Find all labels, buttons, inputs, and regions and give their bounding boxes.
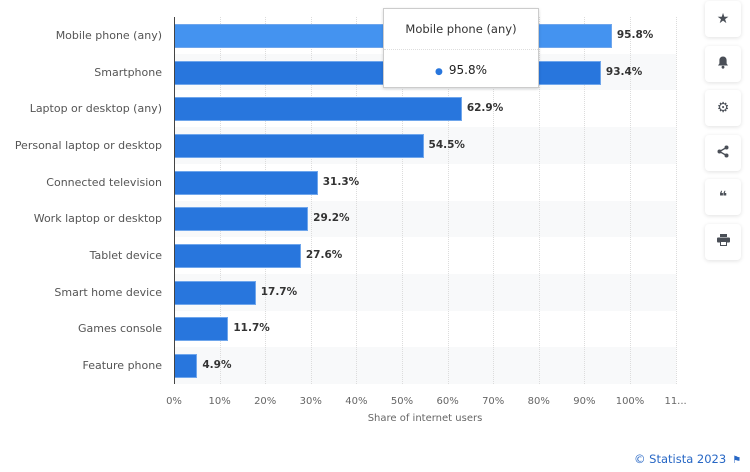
category-label: Smartphone (94, 65, 162, 79)
bar-value-label: 29.2% (313, 212, 350, 225)
bar-value-label: 62.9% (466, 102, 504, 115)
row-band (174, 273, 676, 311)
category-label: Work laptop or desktop (33, 212, 162, 226)
gridline (356, 17, 358, 384)
bell-icon (717, 56, 729, 73)
favorite-button[interactable]: ★ (705, 1, 741, 37)
bar-value-label: 17.7% (260, 285, 298, 298)
x-tick-label: 80% (527, 396, 550, 407)
bar-value-label: 11.7% (233, 322, 270, 335)
share-button[interactable] (705, 135, 741, 171)
bar[interactable] (175, 244, 301, 269)
bar[interactable] (175, 97, 462, 122)
x-tick-label: 70% (482, 396, 505, 407)
category-label: Tablet device (89, 249, 162, 263)
bar[interactable] (175, 170, 318, 195)
gridline (447, 17, 449, 384)
gridline (584, 17, 586, 384)
x-tick-label: 50% (390, 396, 414, 407)
tooltip-value-row: ● 95.8% (384, 50, 538, 92)
gridline (538, 17, 540, 384)
gridline (310, 17, 312, 384)
print-button[interactable] (705, 224, 741, 260)
y-axis-line (174, 17, 175, 384)
gridline (675, 17, 677, 384)
gear-icon: ⚙ (716, 100, 730, 116)
chart-tooltip: Mobile phone (any) ● 95.8% (383, 8, 539, 88)
tooltip-title: Mobile phone (any) (384, 9, 538, 50)
bar[interactable] (175, 354, 198, 379)
tooltip-value: 95.8% (448, 63, 487, 77)
settings-button[interactable]: ⚙ (705, 90, 741, 126)
bar[interactable] (175, 280, 256, 305)
x-tick-label: 100% (615, 396, 645, 407)
credit-text: © Statista 2023 (634, 452, 727, 466)
notification-button[interactable] (705, 46, 741, 82)
bar[interactable] (175, 207, 309, 232)
x-tick-label: 11... (664, 396, 687, 407)
category-label: Feature phone (82, 359, 163, 373)
gridline (630, 17, 631, 384)
x-tick-label: 40% (345, 396, 368, 407)
row-band (174, 347, 676, 384)
x-tick-label: 60% (436, 396, 459, 407)
category-label: Games console (77, 322, 162, 336)
category-label: Mobile phone (any) (55, 28, 162, 42)
quote-icon: ❝ (718, 189, 728, 205)
bar-value-label: 95.8% (616, 28, 654, 41)
printer-icon (716, 234, 730, 250)
bar-value-label: 31.3% (322, 175, 360, 188)
bar-value-label: 93.4% (605, 65, 643, 78)
gridline (219, 17, 221, 384)
bar[interactable] (175, 317, 229, 342)
star-icon: ★ (716, 11, 730, 27)
category-label: Smart home device (54, 285, 162, 299)
x-tick-label: 30% (299, 396, 322, 407)
series-dot-icon: ● (435, 67, 443, 77)
x-tick-label: 10% (208, 396, 231, 407)
gridline (493, 17, 495, 384)
statista-credit-link[interactable]: © Statista 2023 ⚑ (634, 452, 741, 466)
share-icon (717, 145, 729, 162)
flag-icon[interactable]: ⚑ (732, 455, 742, 466)
gridline (265, 17, 267, 384)
category-label: Laptop or desktop (any) (29, 102, 162, 116)
x-tick-label: 20% (254, 396, 277, 407)
category-label: Personal laptop or desktop (14, 138, 162, 152)
cite-button[interactable]: ❝ (705, 179, 741, 215)
gridline (402, 17, 403, 384)
x-tick-label: 90% (573, 396, 596, 407)
bar-value-label: 4.9% (202, 359, 232, 372)
bar-value-label: 27.6% (305, 249, 343, 262)
bar[interactable] (175, 133, 424, 158)
x-axis-label: Share of internet users (367, 413, 483, 424)
x-tick-label: 0% (166, 396, 182, 407)
bar-value-label: 54.5% (428, 138, 465, 151)
category-label: Connected television (46, 175, 162, 189)
